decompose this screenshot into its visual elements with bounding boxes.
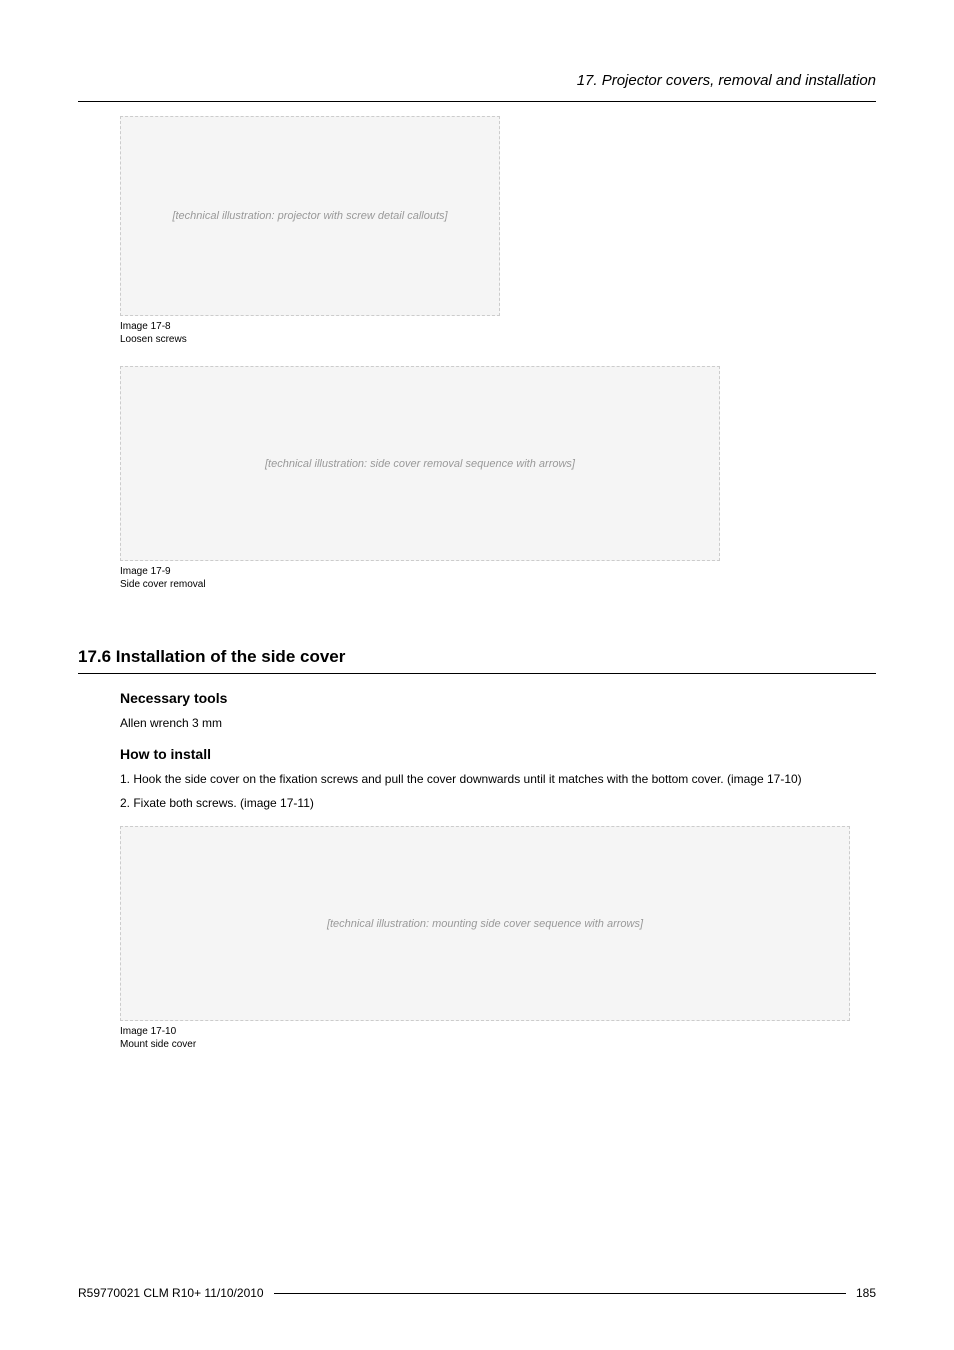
caption-line-2: Loosen screws — [120, 333, 876, 346]
page-footer: R59770021 CLM R10+ 11/10/2010 185 — [78, 1286, 876, 1300]
tools-text: Allen wrench 3 mm — [120, 714, 876, 732]
footer-page-number: 185 — [856, 1286, 876, 1300]
install-steps: 1. Hook the side cover on the fixation s… — [120, 770, 876, 812]
sub-heading-text: How to install — [120, 746, 211, 762]
figure-placeholder-text: [technical illustration: side cover remo… — [265, 458, 575, 470]
sub-heading-text: Necessary tools — [120, 690, 227, 706]
chapter-title: 17. Projector covers, removal and instal… — [577, 72, 876, 89]
figure-17-10: [technical illustration: mounting side c… — [120, 826, 876, 1051]
figure-17-8-image: [technical illustration: projector with … — [120, 116, 500, 316]
step-2: 2. Fixate both screws. (image 17-11) — [120, 794, 876, 812]
content-area: [technical illustration: projector with … — [78, 116, 876, 1051]
figure-17-8-caption: Image 17-8 Loosen screws — [120, 320, 876, 346]
figure-17-8: [technical illustration: projector with … — [120, 116, 876, 346]
caption-line-1: Image 17-8 — [120, 320, 876, 333]
how-to-install-heading: How to install — [120, 746, 876, 762]
section-heading-text: 17.6 Installation of the side cover — [78, 647, 345, 666]
footer-left: R59770021 CLM R10+ 11/10/2010 — [78, 1286, 264, 1300]
footer-rule — [274, 1293, 846, 1294]
caption-line-1: Image 17-10 — [120, 1025, 876, 1038]
necessary-tools-heading: Necessary tools — [120, 690, 876, 706]
figure-17-9-caption: Image 17-9 Side cover removal — [120, 565, 876, 591]
figure-placeholder-text: [technical illustration: projector with … — [172, 210, 447, 222]
figure-17-10-image: [technical illustration: mounting side c… — [120, 826, 850, 1021]
step-1: 1. Hook the side cover on the fixation s… — [120, 770, 876, 788]
page-header: 17. Projector covers, removal and instal… — [78, 72, 876, 102]
figure-17-9: [technical illustration: side cover remo… — [120, 366, 876, 591]
caption-line-2: Side cover removal — [120, 578, 876, 591]
section-heading-17-6: 17.6 Installation of the side cover — [78, 647, 876, 674]
figure-17-10-caption: Image 17-10 Mount side cover — [120, 1025, 876, 1051]
figure-placeholder-text: [technical illustration: mounting side c… — [327, 918, 643, 930]
caption-line-1: Image 17-9 — [120, 565, 876, 578]
caption-line-2: Mount side cover — [120, 1038, 876, 1051]
figure-17-9-image: [technical illustration: side cover remo… — [120, 366, 720, 561]
